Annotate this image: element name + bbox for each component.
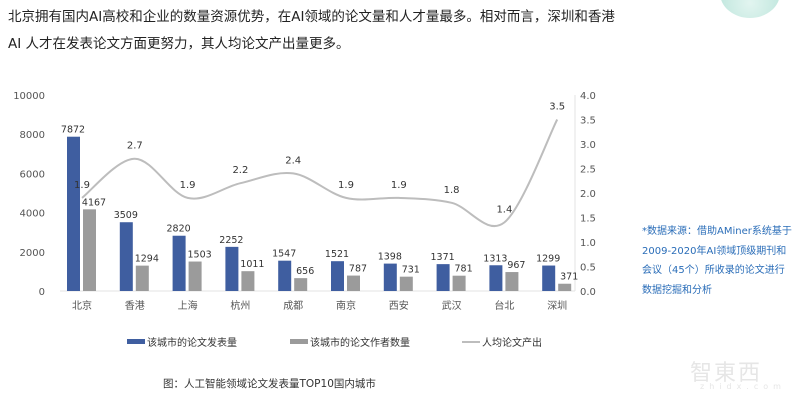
bar-papers (278, 260, 292, 291)
bar-papers-label: 7872 (61, 125, 85, 136)
legend-per-capita: 人均论文产出 (482, 336, 542, 349)
bar-papers-label: 3509 (114, 210, 138, 221)
bar-papers (331, 261, 344, 291)
right-axis-tick: 4.0 (580, 91, 596, 102)
bar-papers (172, 235, 186, 291)
category-label: 香港 (125, 300, 145, 312)
bar-authors-label: 781 (455, 264, 473, 275)
legend-swatch-authors (290, 339, 308, 344)
intro-line-2: AI 人才在发表论文方面更努力，其人均论文产出量更多。 (8, 36, 350, 52)
bar-authors-label: 371 (560, 272, 578, 283)
decorative-circle (720, 0, 780, 18)
bar-authors (347, 275, 360, 291)
bar-papers-label: 2252 (219, 235, 243, 246)
data-source-note: *数据来源：借助AMiner系统基于2009-2020年AI领域顶级期刊和会议（… (642, 226, 792, 296)
bar-papers (225, 246, 239, 291)
category-label: 武汉 (442, 299, 462, 312)
line-point-label: 1.9 (338, 180, 354, 191)
intro-line-1: 北京拥有国内AI高校和企业的数量资源优势，在AI领域的论文量和人才量最多。相对而… (8, 9, 615, 25)
bar-papers-label: 1371 (431, 252, 455, 263)
intro-text: 北京拥有国内AI高校和企业的数量资源优势，在AI领域的论文量和人才量最多。相对而… (8, 4, 708, 58)
legend-papers: 该城市的论文发表量 (147, 336, 237, 349)
bar-papers-label: 1547 (272, 249, 296, 260)
bar-authors-label: 731 (402, 265, 420, 276)
category-label: 南京 (336, 299, 356, 312)
bar-authors (241, 271, 255, 291)
category-label: 台北 (494, 299, 514, 312)
bar-authors (294, 278, 308, 291)
bar-authors-label: 1011 (240, 259, 264, 270)
right-axis-tick: 3.5 (580, 116, 596, 127)
bar-papers (383, 263, 397, 291)
category-label: 西安 (389, 299, 409, 312)
category-label: 上海 (178, 299, 198, 312)
line-point-label: 1.9 (180, 180, 196, 191)
bar-papers-label: 1521 (325, 249, 349, 260)
right-axis-tick: 3.0 (580, 140, 596, 151)
line-point-label: 2.7 (127, 141, 143, 152)
bar-authors-label: 967 (507, 260, 525, 271)
left-axis-tick: 0 (39, 287, 45, 298)
left-axis-tick: 2000 (20, 248, 45, 259)
left-axis-tick: 4000 (20, 209, 45, 220)
legend-swatch-papers (127, 339, 145, 344)
category-label: 北京 (72, 299, 92, 312)
right-axis-tick: 1.0 (580, 238, 596, 249)
right-axis-tick: 0.0 (580, 287, 596, 298)
bar-papers-label: 2820 (167, 224, 191, 235)
line-point-label: 2.2 (232, 165, 248, 176)
legend-authors: 该城市的论文作者数量 (310, 336, 410, 349)
line-point-label: 1.4 (496, 204, 512, 215)
bar-authors (558, 283, 572, 291)
line-point-label: 3.5 (549, 102, 565, 113)
watermark-url: zhidx.com (700, 382, 786, 391)
bar-papers (67, 136, 80, 291)
left-axis-tick: 10000 (13, 91, 45, 102)
line-point-label: 1.9 (391, 180, 407, 191)
bar-authors (452, 275, 466, 291)
bar-papers (542, 265, 556, 291)
line-point-label: 1.9 (74, 180, 90, 191)
bar-papers (489, 265, 503, 291)
category-label: 深圳 (547, 300, 567, 312)
bar-authors-label: 1503 (188, 250, 212, 261)
bar-papers (119, 222, 133, 291)
category-label: 杭州 (230, 299, 250, 312)
right-axis-tick: 0.5 (580, 263, 596, 274)
watermark-logo: 智東西 (690, 361, 763, 386)
right-axis-tick: 1.5 (580, 214, 596, 225)
bar-authors (135, 265, 149, 291)
bar-papers (436, 264, 450, 291)
line-point-label: 1.8 (444, 185, 460, 196)
bar-authors-label: 656 (296, 266, 314, 277)
bar-authors (505, 272, 519, 291)
bar-authors (83, 209, 96, 291)
bar-authors-label: 787 (349, 264, 367, 275)
bar-authors-label: 1294 (135, 254, 159, 265)
left-axis-tick: 8000 (20, 130, 45, 141)
bar-authors (399, 276, 413, 291)
bar-papers-label: 1398 (378, 252, 402, 263)
bar-authors (188, 261, 202, 291)
chart-caption: 图：人工智能领域论文发表量TOP10国内城市 (163, 378, 376, 390)
category-label: 成都 (283, 300, 303, 312)
bar-papers-label: 1313 (483, 253, 507, 264)
right-axis-tick: 2.5 (580, 165, 596, 176)
bar-papers-label: 1299 (536, 254, 560, 265)
line-point-label: 2.4 (285, 155, 301, 166)
line-per-capita (81, 119, 559, 227)
right-axis-tick: 2.0 (580, 189, 596, 200)
bar-authors-label: 4167 (82, 197, 106, 208)
left-axis-tick: 6000 (20, 169, 45, 180)
